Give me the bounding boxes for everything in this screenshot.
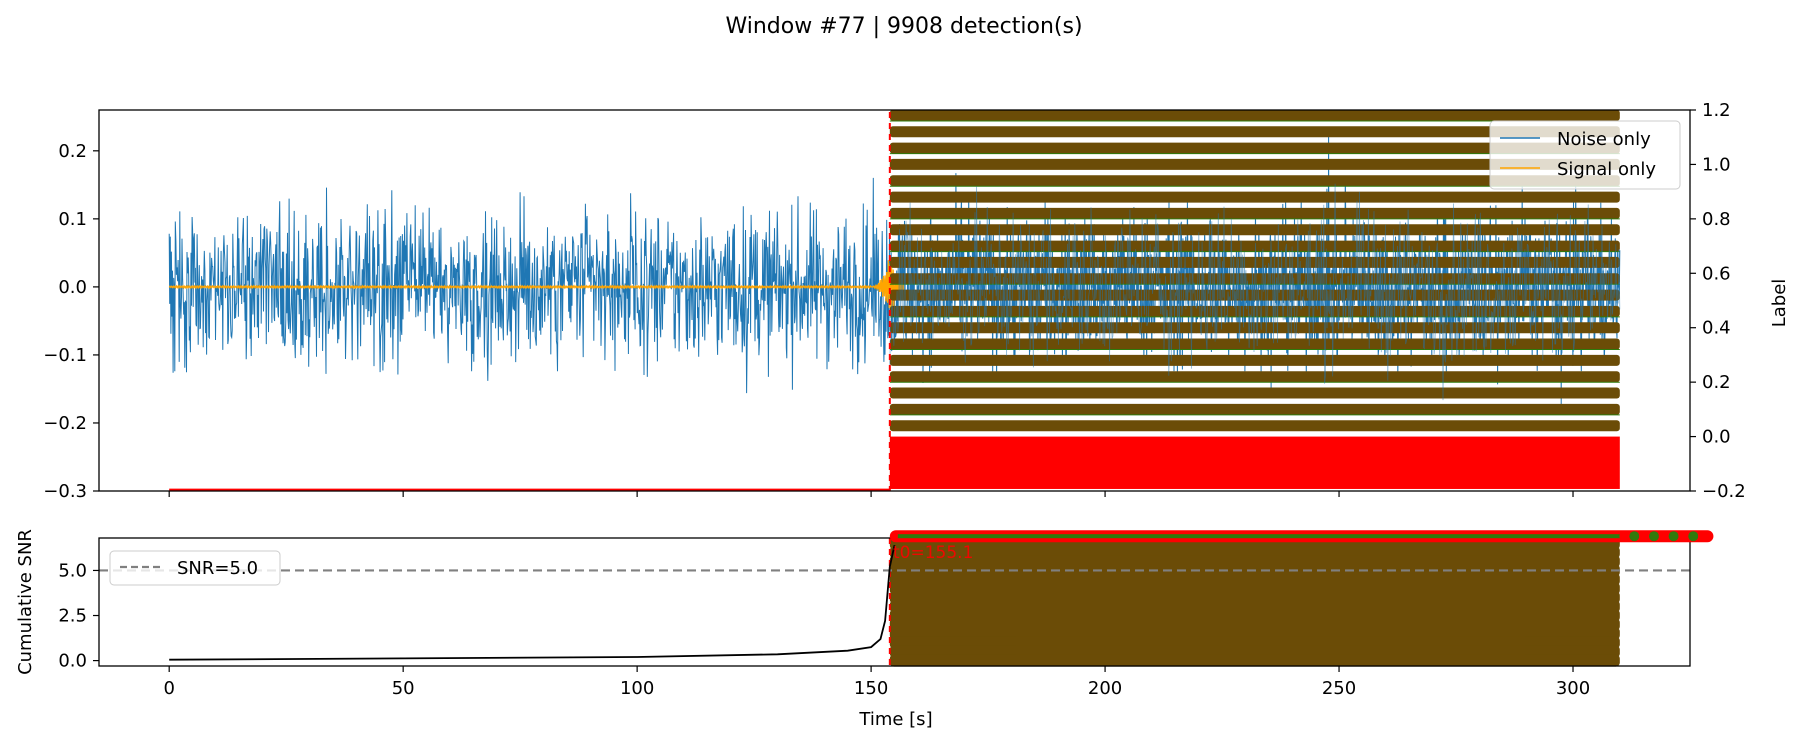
cumulative-snr-curve	[169, 545, 896, 661]
top-y-axis: 0.2 0.1 0.0 −0.1 −0.2 −0.3	[43, 141, 99, 502]
top-ytick-label-5: −0.3	[43, 481, 87, 502]
bottom-ytick-label-1: 2.5	[58, 606, 87, 627]
bottom-panel: 0.0 2.5 5.0 0 50 100 150 200 250 300 Cumulative …	[15, 529, 1714, 730]
detection-band-6	[889, 207, 1620, 219]
bottom-plot-area	[99, 537, 1690, 667]
top-ytick-label-3: −0.1	[43, 345, 87, 366]
snr-detection-band-10	[889, 627, 1620, 640]
signal-waveform	[168, 260, 905, 314]
snr-detection-band-13	[889, 654, 1620, 667]
legend-noise-label: Noise only	[1557, 129, 1651, 150]
top-y2tick-label-2: 0.8	[1702, 209, 1731, 230]
t0-annotation: t0=155.1	[893, 543, 973, 563]
top-y2tick-label-6: 0.0	[1702, 427, 1731, 448]
bottom-ytick-label-0: 0.0	[58, 651, 87, 672]
bottom-legend: SNR=5.0	[109, 550, 281, 586]
top-panel: 0.2 0.1 0.0 −0.1 −0.2 −0.3 1.2 1.0 0.8 0.6 0.4 0.2…	[43, 100, 1790, 502]
top-y2tick-label-3: 0.6	[1702, 263, 1731, 284]
snr-detection-dot-3	[1649, 531, 1659, 542]
snr-detection-dot-2	[1639, 531, 1650, 542]
detection-band-5	[889, 191, 1620, 203]
detection-band-3	[889, 158, 1620, 170]
bottom-ytick-label-2: 5.0	[58, 560, 87, 581]
detection-band-14	[889, 338, 1620, 350]
top-y2tick-label-7: −0.2	[1702, 481, 1746, 502]
snr-detection-dot-5	[1668, 531, 1679, 542]
detection-band-15	[889, 354, 1620, 366]
detection-band-17	[889, 387, 1620, 399]
legend-threshold-label: SNR=5.0	[177, 558, 258, 579]
bottom-xtick-label-1: 50	[392, 678, 415, 699]
top-ytick-label-4: −0.2	[43, 413, 87, 434]
bottom-y-axis: 0.0 2.5 5.0	[58, 560, 99, 672]
top-ytick-label-2: 0.0	[58, 277, 87, 298]
figure-title: Window #77 | 9908 detection(s)	[725, 14, 1082, 39]
snr-detections-row-inner	[897, 534, 1620, 539]
bottom-x-axis: 0 50 100 150 200 250 300	[163, 666, 1590, 699]
top-y2tick-label-1: 1.0	[1702, 154, 1731, 175]
top-y2-axis: 1.2 1.0 0.8 0.6 0.4 0.2 0.0 −0.2	[1690, 100, 1746, 502]
bottom-xtick-label-2: 100	[620, 678, 654, 699]
detection-band-7	[889, 224, 1620, 236]
bottom-xtick-label-5: 250	[1322, 678, 1356, 699]
bottom-x-label: Time [s]	[858, 709, 932, 730]
top-x-axis	[168, 491, 1574, 497]
noise-waveform-overlap	[889, 183, 1621, 401]
detection-band-18	[889, 403, 1620, 415]
snr-detection-dot-7	[1688, 531, 1699, 542]
top-ytick-label-0: 0.2	[58, 141, 87, 162]
detection-band-4	[889, 175, 1620, 187]
detection-band-16	[889, 371, 1620, 383]
snr-detection-dot-0	[1619, 531, 1630, 542]
bottom-xtick-label-6: 300	[1556, 678, 1590, 699]
detection-label-block	[889, 436, 1620, 489]
top-y2tick-label-0: 1.2	[1702, 100, 1731, 121]
snr-detection-dot-8	[1698, 531, 1709, 542]
bottom-xtick-label-3: 150	[854, 678, 888, 699]
top-y2tick-label-5: 0.2	[1702, 372, 1731, 393]
top-ytick-label-1: 0.1	[58, 209, 87, 230]
legend-signal-label: Signal only	[1557, 159, 1656, 180]
detection-band-19	[889, 420, 1620, 432]
bottom-legend-box	[109, 550, 281, 586]
snr-detection-dot-6	[1678, 531, 1689, 542]
snr-detection-dot-4	[1658, 531, 1669, 542]
detection-band-0	[889, 109, 1620, 121]
bottom-overflow-markers	[889, 530, 1714, 543]
top-y2-label: Label	[1769, 279, 1790, 328]
snr-detection-band-2	[889, 555, 1620, 568]
bottom-xtick-label-0: 0	[163, 678, 174, 699]
detection-band-1	[889, 126, 1620, 138]
snr-detection-dot-1	[1629, 531, 1640, 542]
top-plot-area	[168, 109, 1621, 491]
top-axes-frame	[98, 109, 1691, 492]
top-y2tick-label-4: 0.4	[1702, 318, 1731, 339]
detection-band-2	[889, 142, 1620, 154]
bottom-y-label: Cumulative SNR	[15, 529, 36, 675]
top-legend: Noise only Signal only	[1489, 120, 1681, 190]
bottom-xtick-label-4: 200	[1088, 678, 1122, 699]
